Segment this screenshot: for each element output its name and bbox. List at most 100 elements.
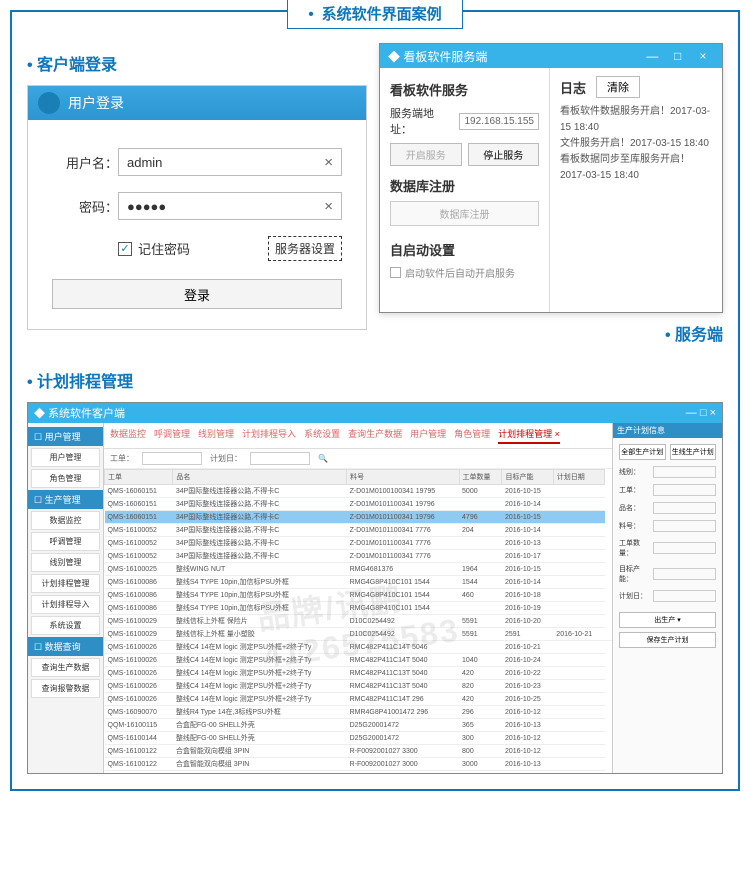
sidebar-group[interactable]: ☐ 用户管理 bbox=[28, 427, 103, 446]
sidebar-item[interactable]: 计划排程导入 bbox=[31, 595, 100, 614]
export-button[interactable]: 出生产 ▾ bbox=[619, 612, 716, 628]
sidebar-item[interactable]: 数据监控 bbox=[31, 511, 100, 530]
field-input[interactable] bbox=[653, 568, 716, 580]
autostart-checkbox[interactable]: 启动软件后自动开启服务 bbox=[390, 265, 539, 280]
tab[interactable]: 计划排程导入 bbox=[242, 427, 296, 444]
field-input[interactable] bbox=[653, 520, 716, 532]
column-header[interactable]: 计划日期 bbox=[553, 470, 604, 485]
table-row[interactable]: QMS-16100122合盒智能双向模组 3PINR-F0092001027 3… bbox=[105, 745, 613, 758]
field-label: 线别： bbox=[619, 467, 649, 477]
db-register-button[interactable]: 数据库注册 bbox=[390, 201, 539, 226]
page-title: 系统软件界面案例 bbox=[287, 0, 462, 29]
table-row[interactable]: QMS-1610005234P国际整线连接器公路,不得卡CZ-D01M01011… bbox=[105, 550, 613, 563]
section-client-login: 客户端登录 bbox=[27, 51, 367, 75]
close-icon[interactable]: × bbox=[692, 49, 714, 63]
table-row[interactable]: QMS-16100026整线C4 14在M logic 测定PSU外框+2终子T… bbox=[105, 654, 613, 667]
field-label: 工单数量： bbox=[619, 538, 649, 558]
table-row[interactable]: QMS-16100122合盒智能双向模组 3PINR-F0092001027 3… bbox=[105, 758, 613, 771]
server-addr-value[interactable]: 192.168.15.155 bbox=[459, 113, 539, 130]
table-row[interactable]: QMS-16100029整线信标上外框 保险片D10C0254492559120… bbox=[105, 615, 613, 628]
column-header[interactable]: 工单 bbox=[105, 470, 173, 485]
table-row[interactable]: QMS-1606015134P国际整线连接器公路,不得卡CZ-D01M01011… bbox=[105, 498, 613, 511]
save-plan-button[interactable]: 保存生产计划 bbox=[619, 632, 716, 648]
login-window: 用户登录 用户名： admin × 密码： ●●●●● × bbox=[27, 85, 367, 330]
all-plan-button[interactable]: 全部生产计划 bbox=[619, 444, 666, 460]
table-row[interactable]: QMS-16100086整线S4 TYPE 10pin,加信标PSU外框RMG4… bbox=[105, 602, 613, 615]
filter-plan-input[interactable] bbox=[250, 452, 310, 465]
field-input[interactable] bbox=[653, 502, 716, 514]
plan-window-title: 系统软件客户端 bbox=[48, 408, 125, 420]
filter-order-input[interactable] bbox=[142, 452, 202, 465]
maximize-icon[interactable]: □ bbox=[667, 49, 689, 63]
table-row[interactable]: QMS-16100026整线C4 14在M logic 测定PSU外框+2终子T… bbox=[105, 680, 613, 693]
sidebar-item[interactable]: 计划排程管理 bbox=[31, 574, 100, 593]
field-input[interactable] bbox=[653, 466, 716, 478]
table-row[interactable]: QMS-16100026整线C4 14在M logic 测定PSU外框+2终子T… bbox=[105, 667, 613, 680]
tab[interactable]: 系统设置 bbox=[304, 427, 340, 444]
tab[interactable]: 角色管理 bbox=[454, 427, 490, 444]
sidebar-item[interactable]: 用户管理 bbox=[31, 448, 100, 467]
login-button[interactable]: 登录 bbox=[52, 279, 342, 309]
tab[interactable]: 线别管理 bbox=[198, 427, 234, 444]
search-icon[interactable]: 🔍 bbox=[318, 454, 328, 463]
sidebar-item[interactable]: 系统设置 bbox=[31, 616, 100, 635]
sidebar-group[interactable]: ☐ 数据查询 bbox=[28, 637, 103, 656]
table-row[interactable]: QMS-16100086整线S4 TYPE 10pin,加信标PSU外框RMG4… bbox=[105, 589, 613, 602]
column-header[interactable]: 料号 bbox=[347, 470, 459, 485]
table-row[interactable]: QMS-1606015134P国际整线连接器公路,不得卡CZ-D01M01011… bbox=[105, 511, 613, 524]
column-header[interactable]: 工单数量 bbox=[459, 470, 502, 485]
tab[interactable]: 数据监控 bbox=[110, 427, 146, 444]
tab[interactable]: 用户管理 bbox=[410, 427, 446, 444]
sidebar-item[interactable]: 查询生产数据 bbox=[31, 658, 100, 677]
remember-password-checkbox[interactable]: ✓ 记住密码 bbox=[118, 239, 190, 258]
table-row[interactable]: QMS-1606015134P国际整线连接器公路,不得卡CZ-D01M01001… bbox=[105, 485, 613, 498]
sidebar-item[interactable]: 线别管理 bbox=[31, 553, 100, 572]
log-header: 日志 bbox=[560, 78, 586, 97]
plan-close-icon[interactable]: × bbox=[710, 407, 716, 419]
password-input[interactable]: ●●●●● × bbox=[118, 192, 342, 220]
table-row[interactable]: QMS-16100025整线WING NUTRMG468137619642016… bbox=[105, 563, 613, 576]
server-window-title: 看板软件服务端 bbox=[403, 50, 487, 64]
plan-window: ◆ 系统软件客户端 — □ × ☐ 用户管理用户管理角色管理☐ 生产管理数据监控… bbox=[27, 402, 723, 774]
field-input[interactable] bbox=[653, 590, 716, 602]
field-input[interactable] bbox=[653, 484, 716, 496]
line-plan-button[interactable]: 生线生产计划 bbox=[670, 444, 717, 460]
minimize-icon[interactable]: — bbox=[641, 49, 663, 63]
server-config-button[interactable]: 服务器设置 bbox=[268, 236, 342, 261]
server-addr-label: 服务端地址： bbox=[390, 105, 453, 137]
sidebar-item[interactable]: 角色管理 bbox=[31, 469, 100, 488]
sidebar-item[interactable]: 查询报警数据 bbox=[31, 679, 100, 698]
tab[interactable]: 查询生产数据 bbox=[348, 427, 402, 444]
start-service-button[interactable]: 开启服务 bbox=[390, 143, 462, 166]
username-input[interactable]: admin × bbox=[118, 148, 342, 176]
plan-minimize-icon[interactable]: — bbox=[686, 407, 697, 419]
clear-username-icon[interactable]: × bbox=[324, 154, 333, 171]
table-row[interactable]: QQM-16100115合盒配FG-00 SHELL外壳D25G20001472… bbox=[105, 719, 613, 732]
table-row[interactable]: QMS-16090070整线R4 Type 14在,3标线PSU外框RMR4G8… bbox=[105, 706, 613, 719]
plan-app-icon: ◆ bbox=[34, 408, 48, 420]
table-row[interactable]: QMS-16100029整线信标上外框 量小塑胶D10C025449255912… bbox=[105, 628, 613, 641]
clear-log-button[interactable]: 清除 bbox=[596, 76, 640, 98]
username-label: 用户名： bbox=[52, 153, 118, 172]
section-plan-mgmt: 计划排程管理 bbox=[27, 368, 723, 392]
sidebar: ☐ 用户管理用户管理角色管理 ☐ 生产管理数据监控呼调管理线别管理计划排程管理计划… bbox=[28, 423, 104, 773]
table-row[interactable]: QMS-16100086整线S4 TYPE 10pin,加信标PSU外框RMG4… bbox=[105, 576, 613, 589]
sidebar-group[interactable]: ☐ 生产管理 bbox=[28, 490, 103, 509]
table-row[interactable]: QMS-1610005234P国际整线连接器公路,不得卡CZ-D01M01011… bbox=[105, 524, 613, 537]
table-row[interactable]: QMS-16100026整线C4 14在M logic 测定PSU外框+2终子T… bbox=[105, 641, 613, 654]
tab[interactable]: 呼调管理 bbox=[154, 427, 190, 444]
detail-header: 生产计划信息 bbox=[613, 423, 722, 438]
stop-service-button[interactable]: 停止服务 bbox=[468, 143, 540, 166]
column-header[interactable]: 品名 bbox=[173, 470, 347, 485]
table-row[interactable]: QMS-1610005234P国际整线连接器公路,不得卡CZ-D01M01011… bbox=[105, 537, 613, 550]
field-input[interactable] bbox=[653, 542, 716, 554]
clear-password-icon[interactable]: × bbox=[324, 198, 333, 215]
tab[interactable]: 计划排程管理 × bbox=[498, 427, 560, 444]
sidebar-item[interactable]: 呼调管理 bbox=[31, 532, 100, 551]
table-row[interactable]: QMS-16100026整线C4 14在M logic 测定PSU外框+2终子T… bbox=[105, 693, 613, 706]
db-register-header: 数据库注册 bbox=[390, 176, 539, 195]
column-header[interactable]: 目标产能 bbox=[502, 470, 553, 485]
table-row[interactable]: QMS-16100103合盒智能双向模组 3PINR-F0092001027 3… bbox=[105, 771, 613, 774]
table-row[interactable]: QMS-16100144整线配FG-00 SHELL外壳D25G20001472… bbox=[105, 732, 613, 745]
plan-maximize-icon[interactable]: □ bbox=[700, 407, 707, 419]
